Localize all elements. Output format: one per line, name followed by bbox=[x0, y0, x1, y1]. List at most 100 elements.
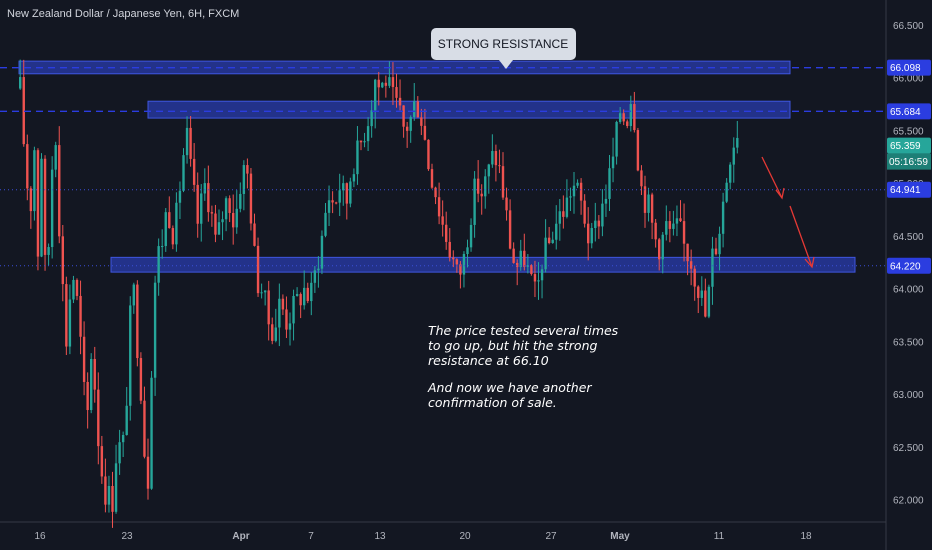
candle-body bbox=[175, 202, 178, 245]
candle bbox=[501, 152, 505, 200]
candle bbox=[40, 153, 43, 258]
candle-body bbox=[118, 442, 121, 464]
candle bbox=[189, 115, 192, 167]
candle-body bbox=[689, 261, 693, 269]
candle-body bbox=[299, 294, 302, 306]
candle-body bbox=[650, 194, 654, 223]
candle bbox=[437, 182, 441, 225]
candle bbox=[200, 184, 203, 242]
level-tag-64.220: 64.220 bbox=[887, 257, 931, 274]
level-tag-64.941: 64.941 bbox=[887, 181, 931, 198]
candle-body bbox=[182, 155, 185, 191]
candle bbox=[263, 290, 267, 306]
candle-body bbox=[732, 147, 735, 165]
candle-body bbox=[295, 294, 299, 296]
candle-body bbox=[583, 200, 586, 224]
candle bbox=[68, 284, 72, 355]
candle bbox=[210, 205, 214, 227]
candle-body bbox=[129, 305, 132, 406]
candle-body bbox=[487, 164, 490, 177]
zones-layer bbox=[18, 60, 856, 273]
candle bbox=[338, 173, 341, 217]
candle bbox=[643, 175, 647, 228]
time-tick-label: Apr bbox=[232, 531, 249, 542]
candle-body bbox=[711, 248, 714, 287]
candle-body bbox=[97, 389, 100, 447]
candle-body bbox=[665, 221, 668, 235]
note-line-2: to go up, but hit the strong bbox=[428, 338, 597, 353]
candle-body bbox=[189, 127, 192, 159]
candle-body bbox=[640, 170, 643, 187]
time-tick-label: 16 bbox=[34, 531, 46, 542]
candle-body bbox=[537, 280, 540, 282]
note-line-1: The price tested several times bbox=[428, 323, 619, 338]
candle-body bbox=[36, 150, 40, 257]
candle bbox=[693, 265, 696, 301]
zone-support[interactable] bbox=[110, 256, 856, 273]
candle-body bbox=[462, 254, 466, 275]
candle-body bbox=[22, 77, 25, 145]
candle bbox=[97, 372, 100, 465]
strong-resistance-callout[interactable]: STRONG RESISTANCE bbox=[431, 28, 576, 69]
candle-body bbox=[533, 274, 537, 282]
candle bbox=[462, 251, 466, 288]
callout-label: STRONG RESISTANCE bbox=[438, 37, 568, 51]
candle bbox=[459, 261, 462, 289]
candle-body bbox=[303, 287, 306, 306]
candle bbox=[132, 282, 135, 314]
candle-body bbox=[512, 248, 515, 263]
candle-body bbox=[61, 236, 64, 285]
candle-body bbox=[121, 434, 125, 443]
candle-body bbox=[736, 137, 739, 148]
candle bbox=[526, 254, 530, 274]
candle-body bbox=[260, 292, 263, 294]
candle-body bbox=[104, 476, 107, 505]
candle bbox=[441, 200, 444, 237]
candle bbox=[299, 292, 302, 319]
candle bbox=[491, 134, 494, 168]
price-tick-label: 64.000 bbox=[893, 285, 924, 296]
candle-body bbox=[608, 168, 611, 199]
candle-body bbox=[459, 264, 462, 275]
candle bbox=[626, 119, 629, 129]
candle bbox=[469, 218, 473, 252]
time-tick-label: 27 bbox=[545, 531, 557, 542]
zone-resistance[interactable] bbox=[147, 100, 791, 119]
candle-body bbox=[331, 200, 334, 203]
time-axis[interactable]: 16 23 Apr 7 13 20 27 May 11 18 bbox=[34, 531, 812, 542]
candle bbox=[579, 178, 583, 215]
candle-body bbox=[700, 290, 703, 298]
candle-body bbox=[452, 257, 455, 260]
candle bbox=[704, 278, 707, 318]
candle bbox=[537, 262, 540, 300]
candle-body bbox=[68, 299, 72, 347]
candle-body bbox=[93, 358, 96, 390]
candle bbox=[356, 126, 359, 185]
candle-body bbox=[221, 219, 224, 223]
candle-body bbox=[398, 97, 402, 106]
price-tags: 66.098 65.684 64.941 64.220 65.359 05:16:59 bbox=[887, 59, 931, 274]
candle bbox=[374, 78, 377, 129]
candle bbox=[572, 172, 576, 214]
candle-body bbox=[416, 101, 419, 118]
candle-body bbox=[342, 183, 345, 191]
candle bbox=[530, 264, 533, 276]
candle bbox=[171, 225, 175, 250]
candle-body bbox=[455, 259, 459, 265]
candle bbox=[658, 237, 661, 271]
candle bbox=[192, 143, 196, 192]
candle bbox=[136, 280, 139, 367]
candle bbox=[79, 280, 82, 355]
candle bbox=[423, 108, 427, 141]
candle bbox=[565, 179, 569, 219]
candle-body bbox=[29, 188, 33, 212]
candle-body bbox=[306, 287, 309, 302]
candle-body bbox=[686, 243, 689, 262]
candle bbox=[320, 230, 324, 275]
candle bbox=[707, 284, 711, 319]
candle bbox=[697, 285, 700, 314]
candle-body bbox=[196, 184, 199, 224]
candle bbox=[647, 187, 650, 222]
candle bbox=[547, 227, 551, 245]
